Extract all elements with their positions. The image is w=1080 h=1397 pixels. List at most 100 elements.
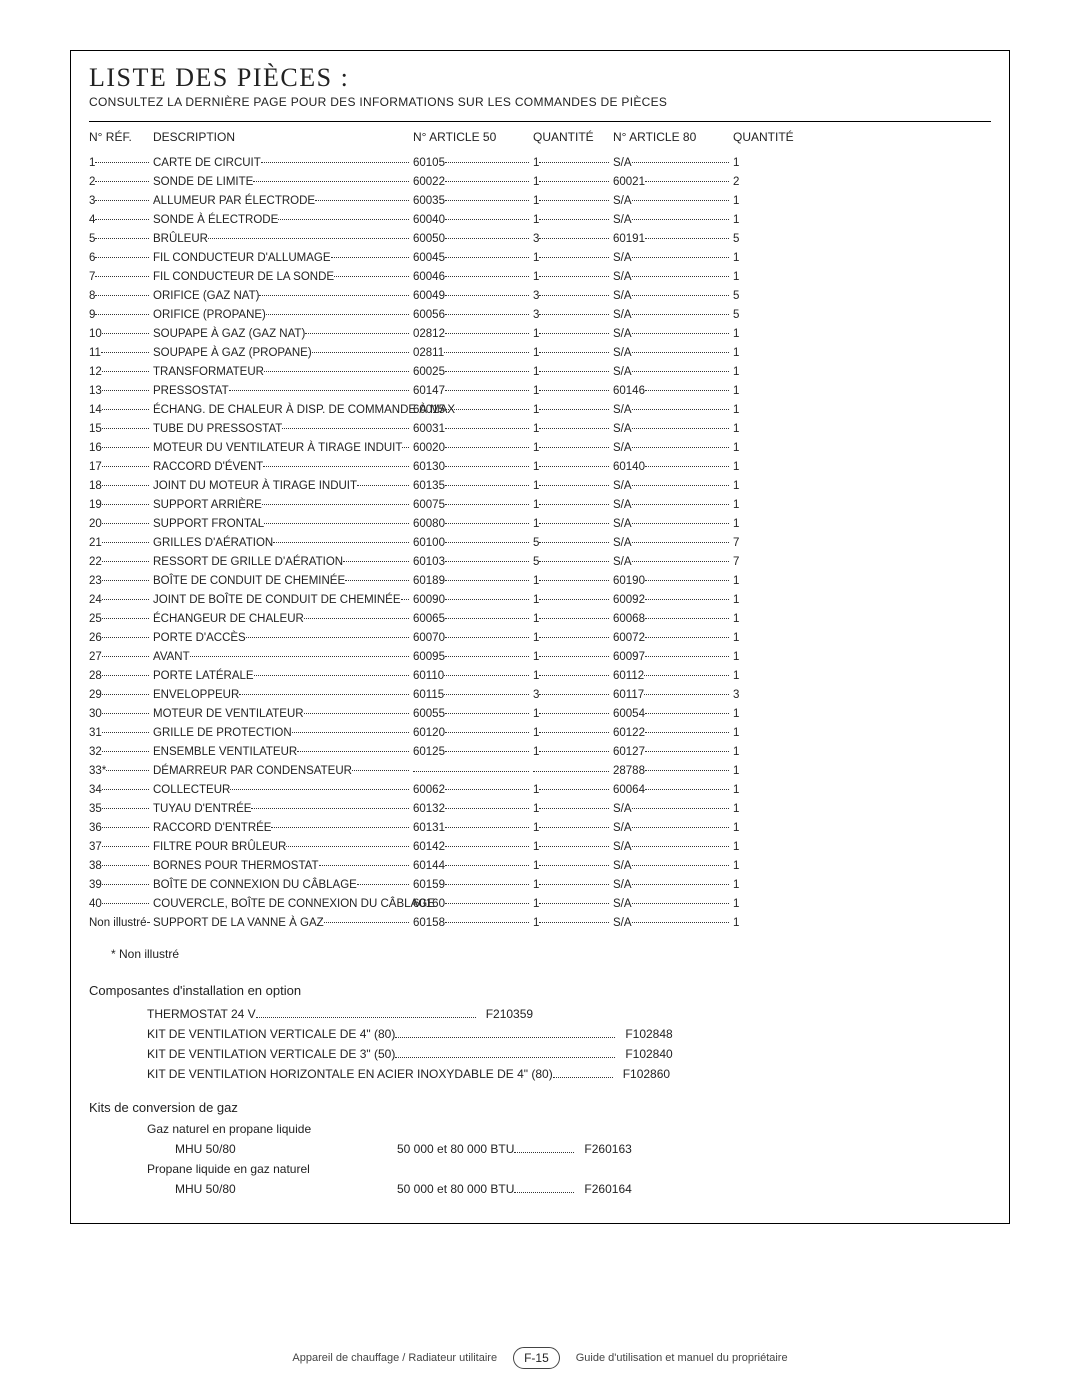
qty80-cell: 1 xyxy=(733,819,793,838)
leader-dots xyxy=(395,1048,615,1058)
art50-cell: 60189 xyxy=(413,572,533,591)
art80-cell: S/A xyxy=(613,838,733,857)
leader-dots xyxy=(256,1008,476,1018)
desc-cell: DÉMARREUR PAR CONDENSATEUR xyxy=(153,762,413,781)
qty50-cell: 1 xyxy=(533,838,613,857)
qty50-cell: 5 xyxy=(533,553,613,572)
hdr-qty80: QUANTITÉ xyxy=(733,130,793,144)
ref-cell: 23 xyxy=(89,572,153,591)
qty80-cell: 1 xyxy=(733,781,793,800)
qty80-cell: 1 xyxy=(733,667,793,686)
kit-b-row: MHU 50/80 50 000 et 80 000 BTU F260164 xyxy=(147,1179,991,1199)
desc-cell: PORTE LATÉRALE xyxy=(153,667,413,686)
qty80-cell: 1 xyxy=(733,439,793,458)
desc-cell: FILTRE POUR BRÛLEUR xyxy=(153,838,413,857)
desc-cell: BOÎTE DE CONDUIT DE CHEMINÉE xyxy=(153,572,413,591)
option-code: F102860 xyxy=(623,1064,670,1084)
art50-cell: 60105 xyxy=(413,154,533,173)
qty80-cell: 7 xyxy=(733,553,793,572)
desc-cell: TUBE DU PRESSOSTAT xyxy=(153,420,413,439)
art80-cell: S/A xyxy=(613,800,733,819)
qty80-cell: 1 xyxy=(733,154,793,173)
qty50-cell: 1 xyxy=(533,857,613,876)
art80-cell: 60191 xyxy=(613,230,733,249)
art80-cell: 60190 xyxy=(613,572,733,591)
qty80-cell: 1 xyxy=(733,876,793,895)
qty50-cell: 1 xyxy=(533,420,613,439)
art50-cell: 60100 xyxy=(413,534,533,553)
kit-btu: 50 000 et 80 000 BTU xyxy=(397,1139,514,1159)
option-code: F102848 xyxy=(625,1024,672,1044)
qty80-cell: 1 xyxy=(733,914,793,933)
art50-cell: 60040 xyxy=(413,211,533,230)
table-row: 4SONDE À ÉLECTRODE600401S/A1 xyxy=(89,211,991,230)
ref-cell: 14 xyxy=(89,401,153,420)
art80-cell: S/A xyxy=(613,895,733,914)
hdr-qty50: QUANTITÉ xyxy=(533,130,613,144)
parts-table-body: 1CARTE DE CIRCUIT601051S/A12SONDE DE LIM… xyxy=(89,154,991,933)
art50-cell: 60132 xyxy=(413,800,533,819)
option-label: THERMOSTAT 24 V xyxy=(147,1004,256,1024)
desc-cell: TRANSFORMATEUR xyxy=(153,363,413,382)
page-title: LISTE DES PIÈCES : xyxy=(89,63,991,93)
art80-cell: 28788 xyxy=(613,762,733,781)
qty80-cell: 1 xyxy=(733,705,793,724)
desc-cell: SOUPAPE À GAZ (PROPANE) xyxy=(153,344,413,363)
art80-cell: 60064 xyxy=(613,781,733,800)
ref-cell: 17 xyxy=(89,458,153,477)
art80-cell: S/A xyxy=(613,363,733,382)
art80-cell: 60068 xyxy=(613,610,733,629)
qty50-cell: 1 xyxy=(533,458,613,477)
qty50-cell: 1 xyxy=(533,249,613,268)
qty80-cell: 1 xyxy=(733,496,793,515)
qty80-cell: 1 xyxy=(733,363,793,382)
table-row: 11SOUPAPE À GAZ (PROPANE)028111S/A1 xyxy=(89,344,991,363)
art80-cell: S/A xyxy=(613,401,733,420)
ref-cell: 24 xyxy=(89,591,153,610)
ref-cell: 11 xyxy=(89,344,153,363)
ref-cell: 3 xyxy=(89,192,153,211)
art80-cell: 60117 xyxy=(613,686,733,705)
qty50-cell: 1 xyxy=(533,173,613,192)
ref-cell: 15 xyxy=(89,420,153,439)
ref-cell: 34 xyxy=(89,781,153,800)
page-footer: Appareil de chauffage / Radiateur utilit… xyxy=(0,1347,1080,1369)
ref-cell: 30 xyxy=(89,705,153,724)
ref-cell: 2 xyxy=(89,173,153,192)
art50-cell: 60015 xyxy=(413,401,533,420)
table-row: 23BOÎTE DE CONDUIT DE CHEMINÉE6018916019… xyxy=(89,572,991,591)
art80-cell: 60140 xyxy=(613,458,733,477)
qty50-cell: 1 xyxy=(533,629,613,648)
qty50-cell: 1 xyxy=(533,344,613,363)
table-row: 6FIL CONDUCTEUR D'ALLUMAGE600451S/A1 xyxy=(89,249,991,268)
desc-cell: RACCORD D'ENTRÉE xyxy=(153,819,413,838)
qty50-cell: 1 xyxy=(533,781,613,800)
leader-dots xyxy=(514,1183,574,1193)
qty50-cell: 1 xyxy=(533,648,613,667)
hdr-ref: N° RÉF. xyxy=(89,130,153,144)
art50-cell: 02812 xyxy=(413,325,533,344)
qty50-cell: 1 xyxy=(533,914,613,933)
table-row: 21GRILLES D'AÉRATION601005S/A7 xyxy=(89,534,991,553)
table-row: 27AVANT600951600971 xyxy=(89,648,991,667)
table-row: 30MOTEUR DE VENTILATEUR600551600541 xyxy=(89,705,991,724)
ref-cell: Non illustré xyxy=(89,914,153,933)
art50-cell: 60070 xyxy=(413,629,533,648)
qty80-cell: 1 xyxy=(733,420,793,439)
qty80-cell: 1 xyxy=(733,211,793,230)
qty50-cell: 1 xyxy=(533,800,613,819)
ref-cell: 33* xyxy=(89,762,153,781)
table-row: 13PRESSOSTAT601471601461 xyxy=(89,382,991,401)
option-row: THERMOSTAT 24 VF210359 xyxy=(147,1004,991,1024)
art50-cell: 60147 xyxy=(413,382,533,401)
desc-cell: GRILLES D'AÉRATION xyxy=(153,534,413,553)
qty50-cell: 1 xyxy=(533,439,613,458)
art50-cell: 60055 xyxy=(413,705,533,724)
desc-cell: TUYAU D'ENTRÉE xyxy=(153,800,413,819)
table-row: 14ÉCHANG. DE CHALEUR À DISP. DE COMMANDE… xyxy=(89,401,991,420)
qty50-cell xyxy=(533,763,613,774)
art80-cell: S/A xyxy=(613,534,733,553)
desc-cell: MOTEUR DE VENTILATEUR xyxy=(153,705,413,724)
qty80-cell: 5 xyxy=(733,287,793,306)
ref-cell: 27 xyxy=(89,648,153,667)
